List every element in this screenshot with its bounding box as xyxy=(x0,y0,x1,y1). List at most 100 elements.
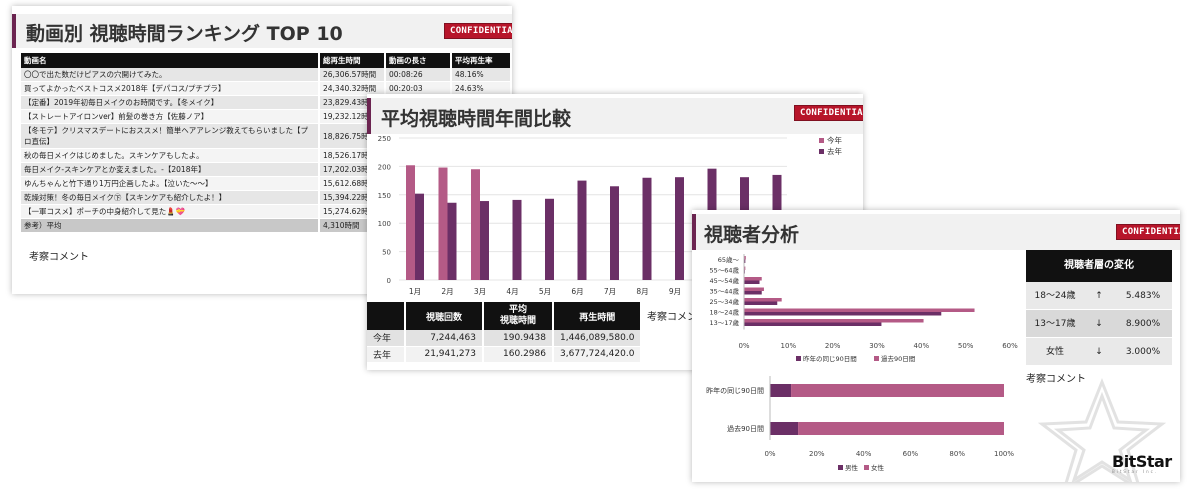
bar-last-year-90-days xyxy=(744,280,760,284)
x-tick-label: 5月 xyxy=(539,287,551,296)
x-tick-label: 40% xyxy=(856,450,872,458)
bar-last-year xyxy=(447,202,457,280)
bar-past-90-days xyxy=(744,319,924,323)
title-bar xyxy=(692,214,1180,250)
bar-last-year xyxy=(577,180,587,280)
table-cell: 買ってよかったベストコスメ2018年【デパコス/プチプラ】 xyxy=(21,81,320,96)
y-tick-label: 100 xyxy=(378,220,391,228)
y-tick-label: 50 xyxy=(382,249,391,257)
bar-last-year xyxy=(642,177,652,280)
table-cell: 乾燥対策！冬の毎日メイク㊦【スキンケアも紹介したよ！】 xyxy=(21,190,320,205)
bar-this-year xyxy=(438,167,448,280)
bar-this-year xyxy=(406,165,415,280)
y-tick-label: 45～54歳 xyxy=(709,276,739,285)
y-tick-label: 0 xyxy=(387,277,391,285)
legend-swatch xyxy=(864,465,869,470)
slide-title: 動画別 視聴時間ランキング TOP 10 xyxy=(26,23,343,45)
table-cell: 190.9438 xyxy=(483,330,554,347)
column-header: 再生時間 xyxy=(553,302,643,330)
confidential-badge: CONFIDENTIAL xyxy=(794,105,863,121)
table-header-row: 視聴回数 平均 視聴時間 再生時間 xyxy=(367,302,643,330)
bar-past-90-days xyxy=(744,308,975,312)
table-row: 今年 7,244,463 190.9438 1,446,089,580.0 xyxy=(367,330,643,347)
bar-female xyxy=(791,384,1004,397)
legend-swatch xyxy=(796,356,801,361)
x-tick-label: 20% xyxy=(809,450,825,458)
x-tick-label: 60% xyxy=(903,450,919,458)
column-header: 動画名 xyxy=(21,53,320,68)
trend-arrow: ↑ xyxy=(1095,291,1103,301)
legend-label: 去年 xyxy=(827,146,842,156)
bitstar-logo: BitStar BitStar Inc. xyxy=(1112,452,1172,474)
legend-swatch xyxy=(819,149,824,154)
change-cell: 女性 xyxy=(1045,347,1064,357)
table-cell: 00:20:03 xyxy=(385,81,452,96)
table-cell: 【一軍コスメ】ポーチの中身紹介して見た💄💝 xyxy=(21,204,320,219)
legend-label: 昨年の同じ90日間 xyxy=(803,354,857,363)
table-cell: 1,446,089,580.0 xyxy=(553,330,643,347)
bar-past-90-days xyxy=(744,256,746,260)
y-tick-label: 昨年の同じ90日間 xyxy=(706,386,764,395)
bar-female xyxy=(798,422,1004,435)
legend-swatch xyxy=(838,465,843,470)
table-cell: 00:08:26 xyxy=(385,68,452,82)
table-cell: 24,340.32時間 xyxy=(319,81,386,96)
x-tick-label: 100% xyxy=(994,450,1014,458)
change-cell: 13～17歳 xyxy=(1034,319,1076,329)
x-tick-label: 60% xyxy=(1002,342,1018,350)
table-cell: 3,677,724,420.0 xyxy=(553,346,643,363)
bar-this-year xyxy=(471,169,480,280)
bar-past-90-days xyxy=(744,277,762,281)
table-cell: 7,244,463 xyxy=(405,330,484,347)
table-cell: 48.16% xyxy=(451,68,512,82)
confidential-badge: CONFIDENTIAL xyxy=(1116,224,1180,240)
comment-label: 考察コメン xyxy=(647,312,697,323)
x-tick-label: 10% xyxy=(781,342,797,350)
bar-last-year xyxy=(545,198,554,280)
x-tick-label: 7月 xyxy=(604,287,616,296)
table-cell: 21,941,273 xyxy=(405,346,484,363)
table-cell: 【ストレートアイロンver】前髪の巻き方【佐藤ノア】 xyxy=(21,109,320,124)
x-tick-label: 0% xyxy=(764,450,775,458)
column-header xyxy=(367,302,406,330)
column-header: 総再生時間 xyxy=(319,53,386,68)
bar-past-90-days xyxy=(744,298,782,302)
x-tick-label: 6月 xyxy=(571,287,583,296)
table-cell: 去年 xyxy=(367,346,406,363)
table-header-row: 動画名 総再生時間 動画の長さ 平均再生率 xyxy=(21,53,512,68)
confidential-badge: CONFIDENTIAL xyxy=(444,23,512,39)
table-cell: 秋の毎日メイクはじめました。スキンケアもしたよ。 xyxy=(21,148,320,163)
title-bar xyxy=(367,98,863,134)
trend-arrow: ↓ xyxy=(1095,319,1103,329)
x-tick-label: 2月 xyxy=(441,287,453,296)
table-cell: 26,306.57時間 xyxy=(319,68,386,82)
column-header: 平均再生率 xyxy=(451,53,512,68)
legend-label: 今年 xyxy=(827,135,842,145)
bar-last-year xyxy=(610,186,619,280)
x-tick-label: 30% xyxy=(869,342,885,350)
viewer-change-table: 視聴者層の変化 18～24歳 ↑ 5.483% 13～17歳 ↓ 8.900% 女性 ↓ 3.0… xyxy=(1026,250,1172,366)
column-header: 動画の長さ xyxy=(385,53,452,68)
slide-title: 視聴者分析 xyxy=(704,224,800,246)
table-cell: 【定番】2019年初毎日メイクのお時間です。【冬メイク】 xyxy=(21,95,320,110)
table-cell: 160.2986 xyxy=(483,346,554,363)
trend-arrow: ↓ xyxy=(1095,347,1103,357)
change-row: 18～24歳 ↑ 5.483% xyxy=(1026,282,1172,310)
change-table-title: 視聴者層の変化 xyxy=(1026,250,1172,282)
slide-title: 平均視聴時間年間比較 xyxy=(381,108,572,130)
x-tick-label: 50% xyxy=(958,342,974,350)
table-cell: 毎日メイク-スキンケアとか変えました。-【2018年】 xyxy=(21,162,320,177)
x-tick-label: 20% xyxy=(825,342,841,350)
comment-label: 考察コメント xyxy=(1026,374,1086,385)
logo-text: BitStar xyxy=(1112,452,1172,471)
bar-last-year-90-days xyxy=(744,259,746,263)
stats-table: 視聴回数 平均 視聴時間 再生時間 今年 7,244,463 190.9438 1,4… xyxy=(367,302,643,363)
y-tick-label: 250 xyxy=(378,135,391,143)
table-cell: ゆんちゃんと竹下通り1万円企画したよ。【泣いた～～】 xyxy=(21,176,320,191)
viewer-analysis-slide: 視聴者分析 CONFIDENTIAL 0% 10% 20% 30% 40% 50% 60% 6… xyxy=(692,210,1180,482)
x-tick-label: 9月 xyxy=(669,287,681,296)
change-row: 女性 ↓ 3.000% xyxy=(1026,338,1172,366)
column-header: 平均 視聴時間 xyxy=(483,302,554,330)
x-tick-label: 8月 xyxy=(636,287,648,296)
